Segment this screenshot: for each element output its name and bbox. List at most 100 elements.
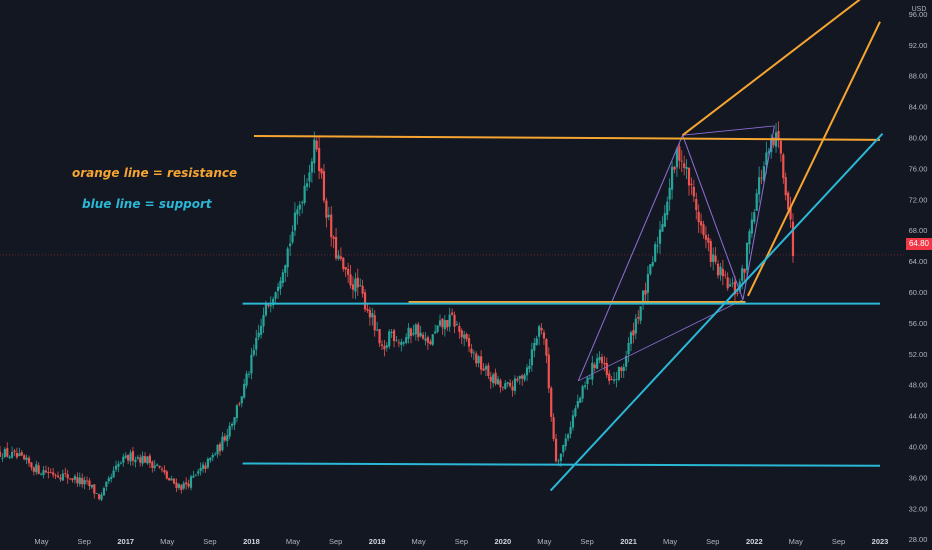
x-tick-label: Sep <box>329 537 342 546</box>
candle-body <box>731 282 734 284</box>
candle-body <box>15 453 19 458</box>
candle-body <box>446 320 449 328</box>
candle-body <box>305 183 309 187</box>
candle-body <box>622 366 625 371</box>
candle-body <box>407 327 410 339</box>
candle-body <box>719 266 722 276</box>
candle-body <box>27 457 31 464</box>
candle-body <box>477 356 480 364</box>
candle-body <box>177 484 181 488</box>
candle-body <box>85 480 89 482</box>
candle-body <box>579 397 582 403</box>
candle-body <box>165 471 168 479</box>
candle-body <box>494 372 497 384</box>
y-tick-label: 88.00 <box>909 72 928 81</box>
x-tick-label: 2020 <box>495 537 512 546</box>
candle-body <box>66 474 69 479</box>
candle-body <box>359 285 362 286</box>
candle-body <box>151 461 154 468</box>
candle-body <box>233 417 236 425</box>
pattern-line <box>682 135 744 300</box>
candle-body <box>729 284 732 287</box>
candle-body <box>779 140 782 154</box>
candle-body <box>641 290 645 305</box>
candle-body <box>434 331 437 334</box>
candle-body <box>69 478 72 480</box>
candle-body <box>245 373 248 386</box>
candle-body <box>298 204 301 210</box>
candle-body <box>170 478 173 481</box>
candle-body <box>726 277 729 289</box>
candle-body <box>707 237 710 243</box>
candle-body <box>320 168 323 174</box>
candle-body <box>100 494 103 500</box>
candle-body <box>368 309 371 318</box>
candle-body <box>588 377 591 379</box>
candle-body <box>107 478 110 482</box>
candle-body <box>610 379 613 380</box>
candle-body <box>134 459 137 463</box>
candle-body <box>516 378 519 381</box>
candle-body <box>528 365 531 369</box>
candle-body <box>194 474 197 476</box>
candle-body <box>47 471 50 473</box>
candle-body <box>42 470 45 476</box>
candle-body <box>339 256 342 259</box>
candle-body <box>545 339 548 356</box>
candle-body <box>542 332 546 339</box>
candle-body <box>206 458 210 468</box>
candle-body <box>453 314 456 327</box>
candle-body <box>675 148 679 168</box>
x-tick-label: Sep <box>455 537 468 546</box>
candle-body <box>136 457 139 459</box>
candle-body <box>39 473 43 475</box>
candle-body <box>772 137 775 146</box>
candle-body <box>10 452 14 458</box>
candle-body <box>98 494 101 500</box>
candle-body <box>114 465 118 470</box>
candle-body <box>267 304 270 306</box>
candle-body <box>692 186 695 197</box>
candle-body <box>620 367 623 371</box>
candle-body <box>240 396 243 404</box>
candle-body <box>615 379 618 380</box>
candle-body <box>90 485 93 488</box>
candle-body <box>168 478 171 481</box>
candle-body <box>743 268 746 273</box>
y-axis: USD 28.00 32.00 36.00 40.00 44.00 48.00 52.00 56… <box>909 6 928 544</box>
y-tick-label: 32.00 <box>909 504 928 513</box>
y-tick-label: 60.00 <box>909 288 928 297</box>
candle-body <box>412 333 415 335</box>
candle-body <box>334 236 338 259</box>
candle-body <box>197 471 200 474</box>
candle-body <box>259 325 263 335</box>
candle-body <box>124 455 127 458</box>
candle-body <box>344 267 347 270</box>
candle-body <box>777 131 780 141</box>
candle-body <box>699 221 703 226</box>
candle-body <box>383 346 386 350</box>
candle-body <box>201 464 205 469</box>
candle-body <box>625 355 628 367</box>
candle-body <box>649 264 652 275</box>
candle-body <box>538 326 541 337</box>
pattern-line <box>742 125 775 300</box>
candle-body <box>71 478 74 481</box>
candle-body <box>214 454 217 456</box>
y-tick-label: 48.00 <box>909 381 928 390</box>
candle-body <box>218 443 222 452</box>
candle-body <box>313 139 316 164</box>
candle-body <box>443 320 446 330</box>
candle-body <box>661 224 664 232</box>
candle-body <box>13 450 16 453</box>
candle-body <box>547 354 550 389</box>
candle-body <box>666 201 669 216</box>
candle-body <box>376 329 379 331</box>
candle-body <box>264 303 268 316</box>
candle-body <box>629 332 633 344</box>
candle-body <box>499 380 502 388</box>
resistance-line <box>747 21 881 297</box>
candle-body <box>20 452 23 456</box>
pattern-line <box>682 125 775 136</box>
